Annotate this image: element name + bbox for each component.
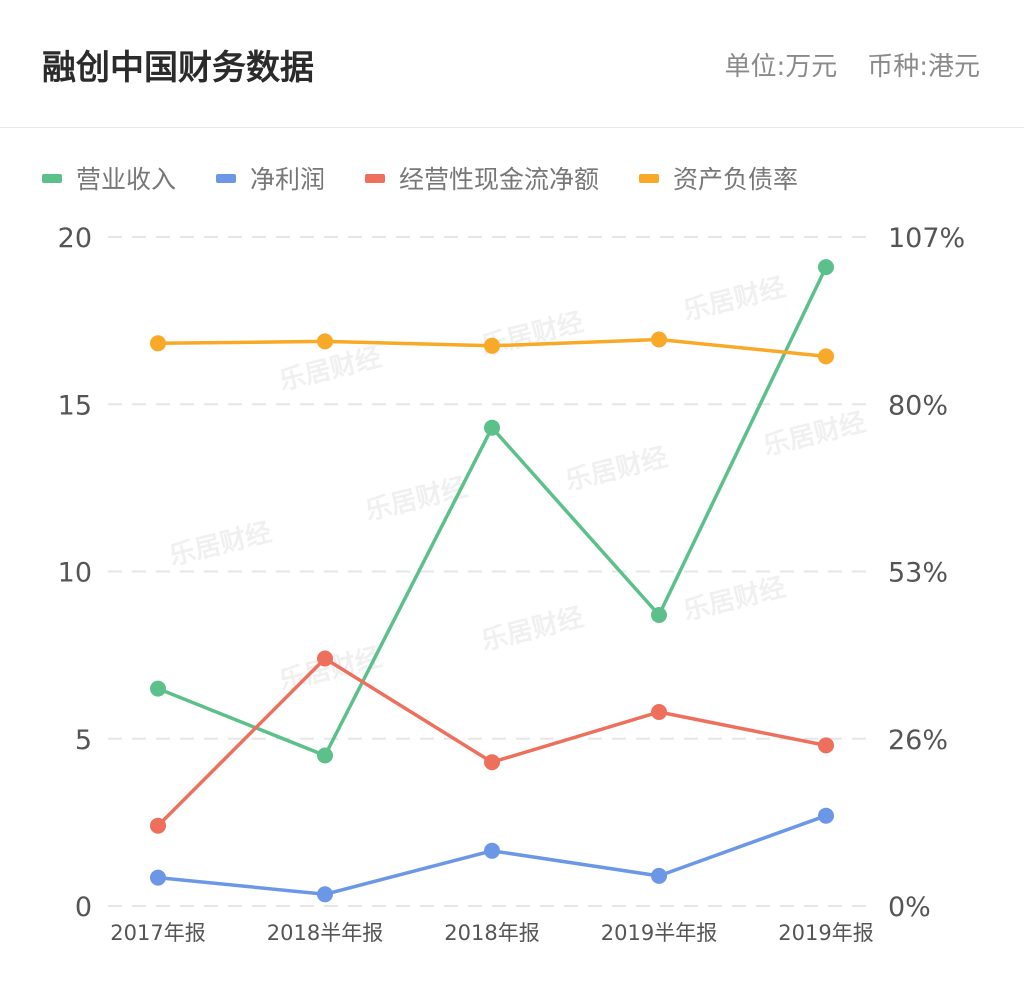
legend-item[interactable]: 营业收入 [42,160,176,196]
watermark-text: 乐居财经 [478,602,586,657]
y-right-tick-label: 107% [888,223,965,254]
data-point [818,348,834,365]
series-line [156,656,827,827]
data-point [484,842,500,859]
y-left-tick-label: 20 [58,223,92,254]
legend-swatch [365,173,386,183]
y-right-tick-label: 0% [888,892,931,923]
legend-label: 资产负债率 [673,165,799,194]
data-point [651,607,667,623]
watermark-text: 乐居财经 [562,442,670,497]
unit-label: 单位:万元 [724,52,838,82]
watermark-text: 乐居财经 [760,407,868,462]
data-point [317,333,333,350]
data-point [651,867,667,884]
legend-item[interactable]: 资产负债率 [639,160,798,196]
y-left-tick-label: 10 [58,558,92,589]
x-tick-label: 2019半年报 [601,921,717,945]
data-point [150,869,166,886]
watermark-text: 乐居财经 [680,272,788,327]
data-point [818,259,834,276]
legend-label: 经营性现金流净额 [399,165,600,194]
watermark-text: 乐居财经 [166,517,274,572]
x-tick-label: 2017年报 [110,921,205,945]
currency-label: 币种:港元 [867,52,980,82]
watermark-text: 乐居财经 [680,572,788,627]
data-point [818,807,834,824]
data-point [317,886,333,903]
y-right-tick-label: 53% [888,558,948,589]
data-point [150,817,166,834]
data-point [484,754,500,771]
legend-label: 营业收入 [76,165,177,194]
data-point [150,335,166,352]
data-point [484,337,500,354]
legend-label: 净利润 [250,165,326,194]
watermark-text: 乐居财经 [276,342,384,397]
legend-item[interactable]: 净利润 [216,160,325,196]
x-tick-label: 2018半年报 [267,921,383,945]
y-left-tick-label: 0 [75,892,92,923]
data-point [651,704,667,720]
data-point [484,419,500,436]
legend-swatch [42,173,62,183]
data-point [651,331,667,348]
header-meta: 单位:万元 币种:港元 [724,46,980,83]
page-title: 融创中国财务数据 [42,48,314,88]
y-right-tick-label: 80% [888,390,948,421]
data-point [317,747,333,764]
data-point [818,737,834,754]
y-left-tick-label: 15 [58,390,92,421]
legend-item[interactable]: 经营性现金流净额 [365,160,599,196]
x-tick-label: 2019年报 [778,921,873,945]
x-tick-label: 2018年报 [444,921,539,945]
chart-header: 融创中国财务数据 单位:万元 币种:港元 [0,0,1024,128]
legend-swatch [639,173,660,183]
watermark-text: 乐居财经 [478,307,586,362]
y-right-tick-label: 26% [888,725,948,756]
y-left-tick-label: 5 [75,725,92,756]
chart-legend: 营业收入 净利润 经营性现金流净额 资产负债率 [42,160,838,196]
data-point [317,650,333,667]
legend-swatch [216,173,237,183]
data-point [150,680,166,697]
